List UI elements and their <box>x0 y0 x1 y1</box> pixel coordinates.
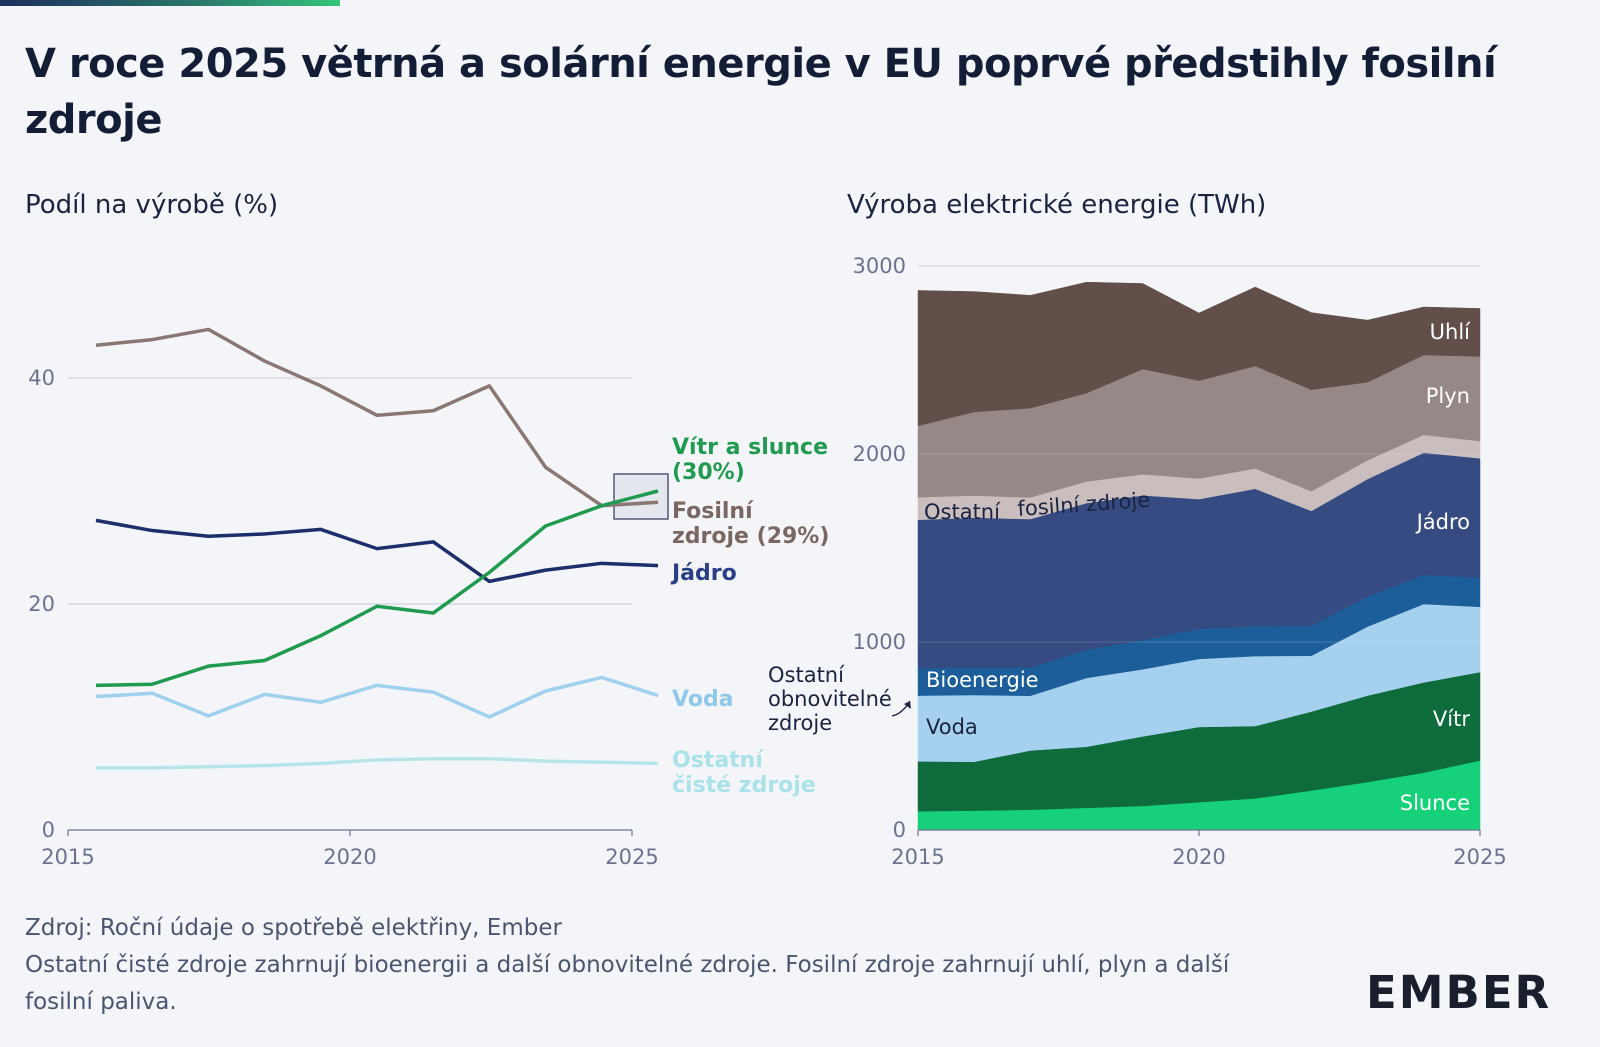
area-label-coal: Uhlí <box>1430 320 1472 344</box>
y-tick-label: 0 <box>893 818 906 842</box>
series-line-nuclear <box>95 518 659 584</box>
area-label-bioenergy: Bioenergie <box>926 668 1039 692</box>
area-label-nuclear: Jádro <box>1415 510 1470 534</box>
annotation-other-renewable-line2: obnovitelné <box>768 687 892 711</box>
y-tick-label: 0 <box>42 818 55 842</box>
series-line-wind-solar <box>95 489 659 688</box>
series-line-hydro <box>95 675 659 719</box>
area-label-other-fossil-1: Ostatní <box>924 500 1001 524</box>
y-tick-label: 2000 <box>853 442 906 466</box>
page-title: V roce 2025 větrná a solární energie v E… <box>25 41 1497 143</box>
source-note: Zdroj: Roční údaje o spotřebě elektřiny,… <box>25 915 562 941</box>
series-label-hydro: Voda <box>672 687 734 712</box>
series-label-fossil-line2: zdroje (29%) <box>672 524 829 549</box>
area-coal <box>917 281 1481 427</box>
x-tick-label: 2015 <box>41 845 94 869</box>
series-line-fossil <box>95 327 659 508</box>
left-chart-subtitle: Podíl na výrobě (%) <box>25 190 279 220</box>
generation-area-chart: 0 1000 2000 3000 2015 2020 2025 Slunce Vítr Voda B… <box>768 254 1507 869</box>
footnote: Ostatní čisté zdroje zahrnují bioenergii… <box>25 952 1230 1015</box>
y-tick-label: 40 <box>28 366 55 390</box>
x-tick-label: 2025 <box>605 845 658 869</box>
series-label-wind-solar: Vítr a slunce <box>672 435 828 460</box>
annotation-other-renewable-line1: Ostatní <box>768 663 845 687</box>
annotation-arrow-head <box>904 701 911 709</box>
right-chart-subtitle: Výroba elektrické energie (TWh) <box>847 190 1267 220</box>
x-tick-label: 2025 <box>1453 845 1506 869</box>
x-tick-label: 2015 <box>891 845 944 869</box>
top-accent-bar <box>0 0 340 6</box>
x-tick-label: 2020 <box>1172 845 1225 869</box>
area-label-solar: Slunce <box>1400 791 1470 815</box>
series-label-other-clean-line2: čisté zdroje <box>672 773 816 798</box>
series-label-wind-solar-value: (30%) <box>672 460 745 485</box>
y-tick-label: 3000 <box>853 254 906 278</box>
area-label-gas: Plyn <box>1426 384 1470 408</box>
y-tick-label: 20 <box>28 592 55 616</box>
share-line-chart: 0 20 40 2015 2020 2025 Vítr a slunce(30%) Fosil… <box>28 327 829 869</box>
area-label-wind: Vítr <box>1433 707 1470 731</box>
annotation-other-renewable-line3: zdroje <box>768 711 832 735</box>
series-line-other-clean <box>96 757 659 770</box>
series-label-nuclear: Jádro <box>670 561 737 586</box>
y-tick-label: 1000 <box>853 630 906 654</box>
area-label-hydro: Voda <box>926 715 978 739</box>
series-label-other-clean-line1: Ostatní <box>672 748 764 773</box>
ember-logo: EMBER <box>1366 966 1552 1019</box>
series-label-fossil-line1: Fosilní <box>672 499 754 524</box>
x-tick-label: 2020 <box>323 845 376 869</box>
